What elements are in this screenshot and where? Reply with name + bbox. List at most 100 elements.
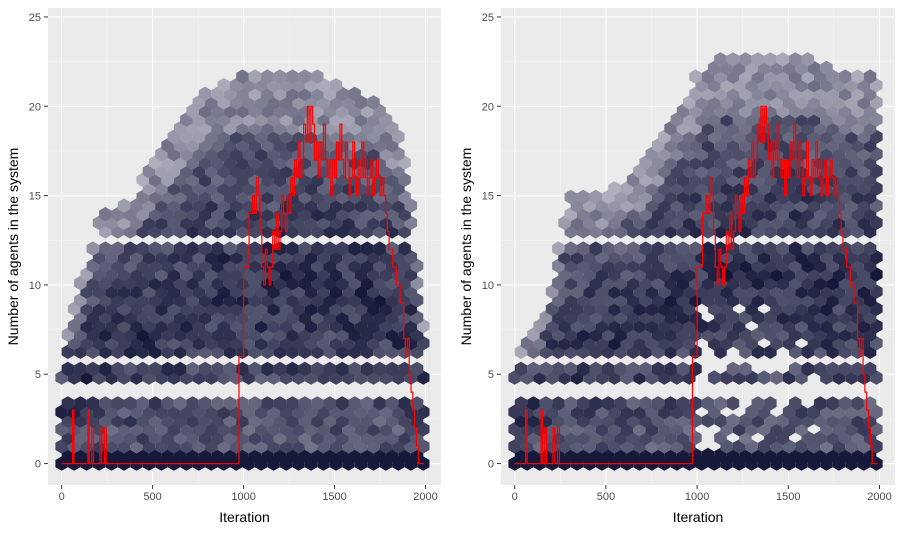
hexbin-cell bbox=[676, 396, 690, 411]
hexbin-cell bbox=[111, 361, 124, 377]
hexbin-cell bbox=[161, 241, 174, 256]
hexbin-cell bbox=[148, 241, 162, 256]
hexbin-cell bbox=[589, 361, 602, 377]
hexbin-cell bbox=[173, 396, 187, 411]
x-tick-label: 1000 bbox=[685, 491, 709, 503]
hexbin-cell bbox=[261, 396, 274, 411]
hexbin-cell bbox=[148, 361, 162, 377]
y-tick-label: 10 bbox=[482, 280, 494, 292]
y-axis-title: Number of agents in the system bbox=[5, 148, 21, 346]
hexbin-cell bbox=[198, 86, 212, 101]
hexbin-cell bbox=[514, 361, 528, 377]
y-axis-title: Number of agents in the system bbox=[458, 148, 474, 346]
hexbin-cell bbox=[99, 396, 112, 411]
x-tick-label: 1500 bbox=[322, 491, 346, 503]
hexbin-cell bbox=[286, 241, 299, 256]
hexbin-cell bbox=[286, 396, 299, 411]
hexbin-cell bbox=[99, 361, 112, 377]
hexbin-cell bbox=[527, 361, 540, 377]
hexbin-cell bbox=[651, 361, 665, 377]
hexbin-cell bbox=[398, 396, 411, 411]
hexbin-cell bbox=[136, 361, 149, 377]
hexbin-cell bbox=[329, 78, 343, 93]
hexbin-cell bbox=[86, 396, 100, 411]
hexbin-cell bbox=[676, 361, 690, 377]
hexbin-cell bbox=[602, 361, 615, 377]
hexbin-cell bbox=[614, 396, 627, 411]
hexbin-cell bbox=[863, 69, 877, 84]
x-tick-label: 0 bbox=[59, 491, 65, 503]
hexbin-cell bbox=[539, 361, 553, 377]
y-tick-label: 15 bbox=[482, 191, 494, 203]
hexbin-cell bbox=[676, 241, 690, 256]
hexbin-layer bbox=[55, 69, 430, 471]
hexbin-cell bbox=[298, 69, 312, 84]
hexbin-cell bbox=[323, 361, 336, 377]
hexbin-cell bbox=[651, 396, 665, 411]
hexbin-cell bbox=[626, 241, 640, 256]
hexbin-cell bbox=[74, 396, 87, 411]
hexbin-cell bbox=[286, 361, 299, 377]
hexbin-cell bbox=[86, 241, 100, 256]
hexbin-cell bbox=[814, 361, 827, 377]
hexbin-cell bbox=[211, 241, 224, 256]
hexbin-cell bbox=[223, 396, 237, 411]
hexbin-cell bbox=[726, 52, 740, 67]
hexbin-cell bbox=[664, 396, 677, 411]
hexbin-cell bbox=[589, 189, 602, 205]
hexbin-cell bbox=[814, 396, 827, 411]
hexbin-cell bbox=[527, 396, 540, 411]
hexbin-cell bbox=[714, 52, 727, 67]
hexbin-cell bbox=[211, 361, 224, 377]
y-tick-label: 0 bbox=[488, 459, 494, 471]
x-tick-label: 1500 bbox=[776, 491, 800, 503]
y-tick-label: 20 bbox=[482, 101, 494, 113]
hexbin-cell bbox=[651, 241, 665, 256]
x-tick-label: 0 bbox=[512, 491, 518, 503]
hexbin-cell bbox=[286, 69, 299, 84]
hexbin-cell bbox=[61, 396, 75, 411]
hexbin-cell bbox=[577, 241, 590, 256]
hexbin-cell bbox=[801, 52, 814, 67]
hexbin-cell bbox=[838, 69, 852, 84]
y-tick-label: 20 bbox=[29, 101, 41, 113]
axes: 0 500 1000 1500 2000 0 5 10 15 20 25 Iteration Numbe… bbox=[5, 12, 438, 525]
hexbin-cell bbox=[539, 396, 553, 411]
hexbin-cell bbox=[336, 241, 349, 256]
hexbin-cell bbox=[639, 241, 652, 256]
hexbin-cell bbox=[577, 189, 590, 205]
hexbin-cell bbox=[851, 361, 864, 377]
hexbin-cell bbox=[614, 361, 627, 377]
hexbin-cell bbox=[248, 361, 262, 377]
hexbin-cell bbox=[708, 370, 721, 385]
hexbin-cell bbox=[751, 396, 765, 411]
hexbin-cell bbox=[851, 69, 864, 84]
hexbin-cell bbox=[348, 361, 361, 377]
hexbin-cell bbox=[664, 241, 677, 256]
hexbin-cell bbox=[323, 241, 336, 256]
hexbin-cell bbox=[136, 241, 149, 256]
hexbin-cell bbox=[863, 361, 877, 377]
hexbin-cell bbox=[223, 361, 237, 377]
hexbin-cell bbox=[608, 181, 621, 196]
hexbin-cell bbox=[117, 198, 131, 213]
panel-right: 0 500 1000 1500 2000 0 5 10 15 20 25 Iteration Numbe… bbox=[458, 8, 895, 525]
hexbin-cell bbox=[826, 396, 839, 411]
hexbin-cell bbox=[764, 241, 777, 256]
x-axis-title: Iteration bbox=[673, 509, 724, 525]
hexbin-cell bbox=[148, 396, 162, 411]
hexbin-cell bbox=[273, 361, 287, 377]
hexbin-cell bbox=[298, 361, 312, 377]
hexbin-cell bbox=[161, 396, 174, 411]
series-trace-line bbox=[514, 105, 878, 465]
hexbin-cell bbox=[161, 361, 174, 377]
hexbin-cell bbox=[577, 396, 590, 411]
hexbin-cell bbox=[336, 361, 349, 377]
hexbin-cell bbox=[626, 396, 640, 411]
axes: 0 500 1000 1500 2000 0 5 10 15 20 25 Iteration Numbe… bbox=[458, 12, 892, 525]
hexbin-cell bbox=[111, 396, 124, 411]
hexbin-cell bbox=[552, 241, 565, 256]
hexbin-cell bbox=[311, 241, 324, 256]
hexbin-cell bbox=[385, 396, 399, 411]
